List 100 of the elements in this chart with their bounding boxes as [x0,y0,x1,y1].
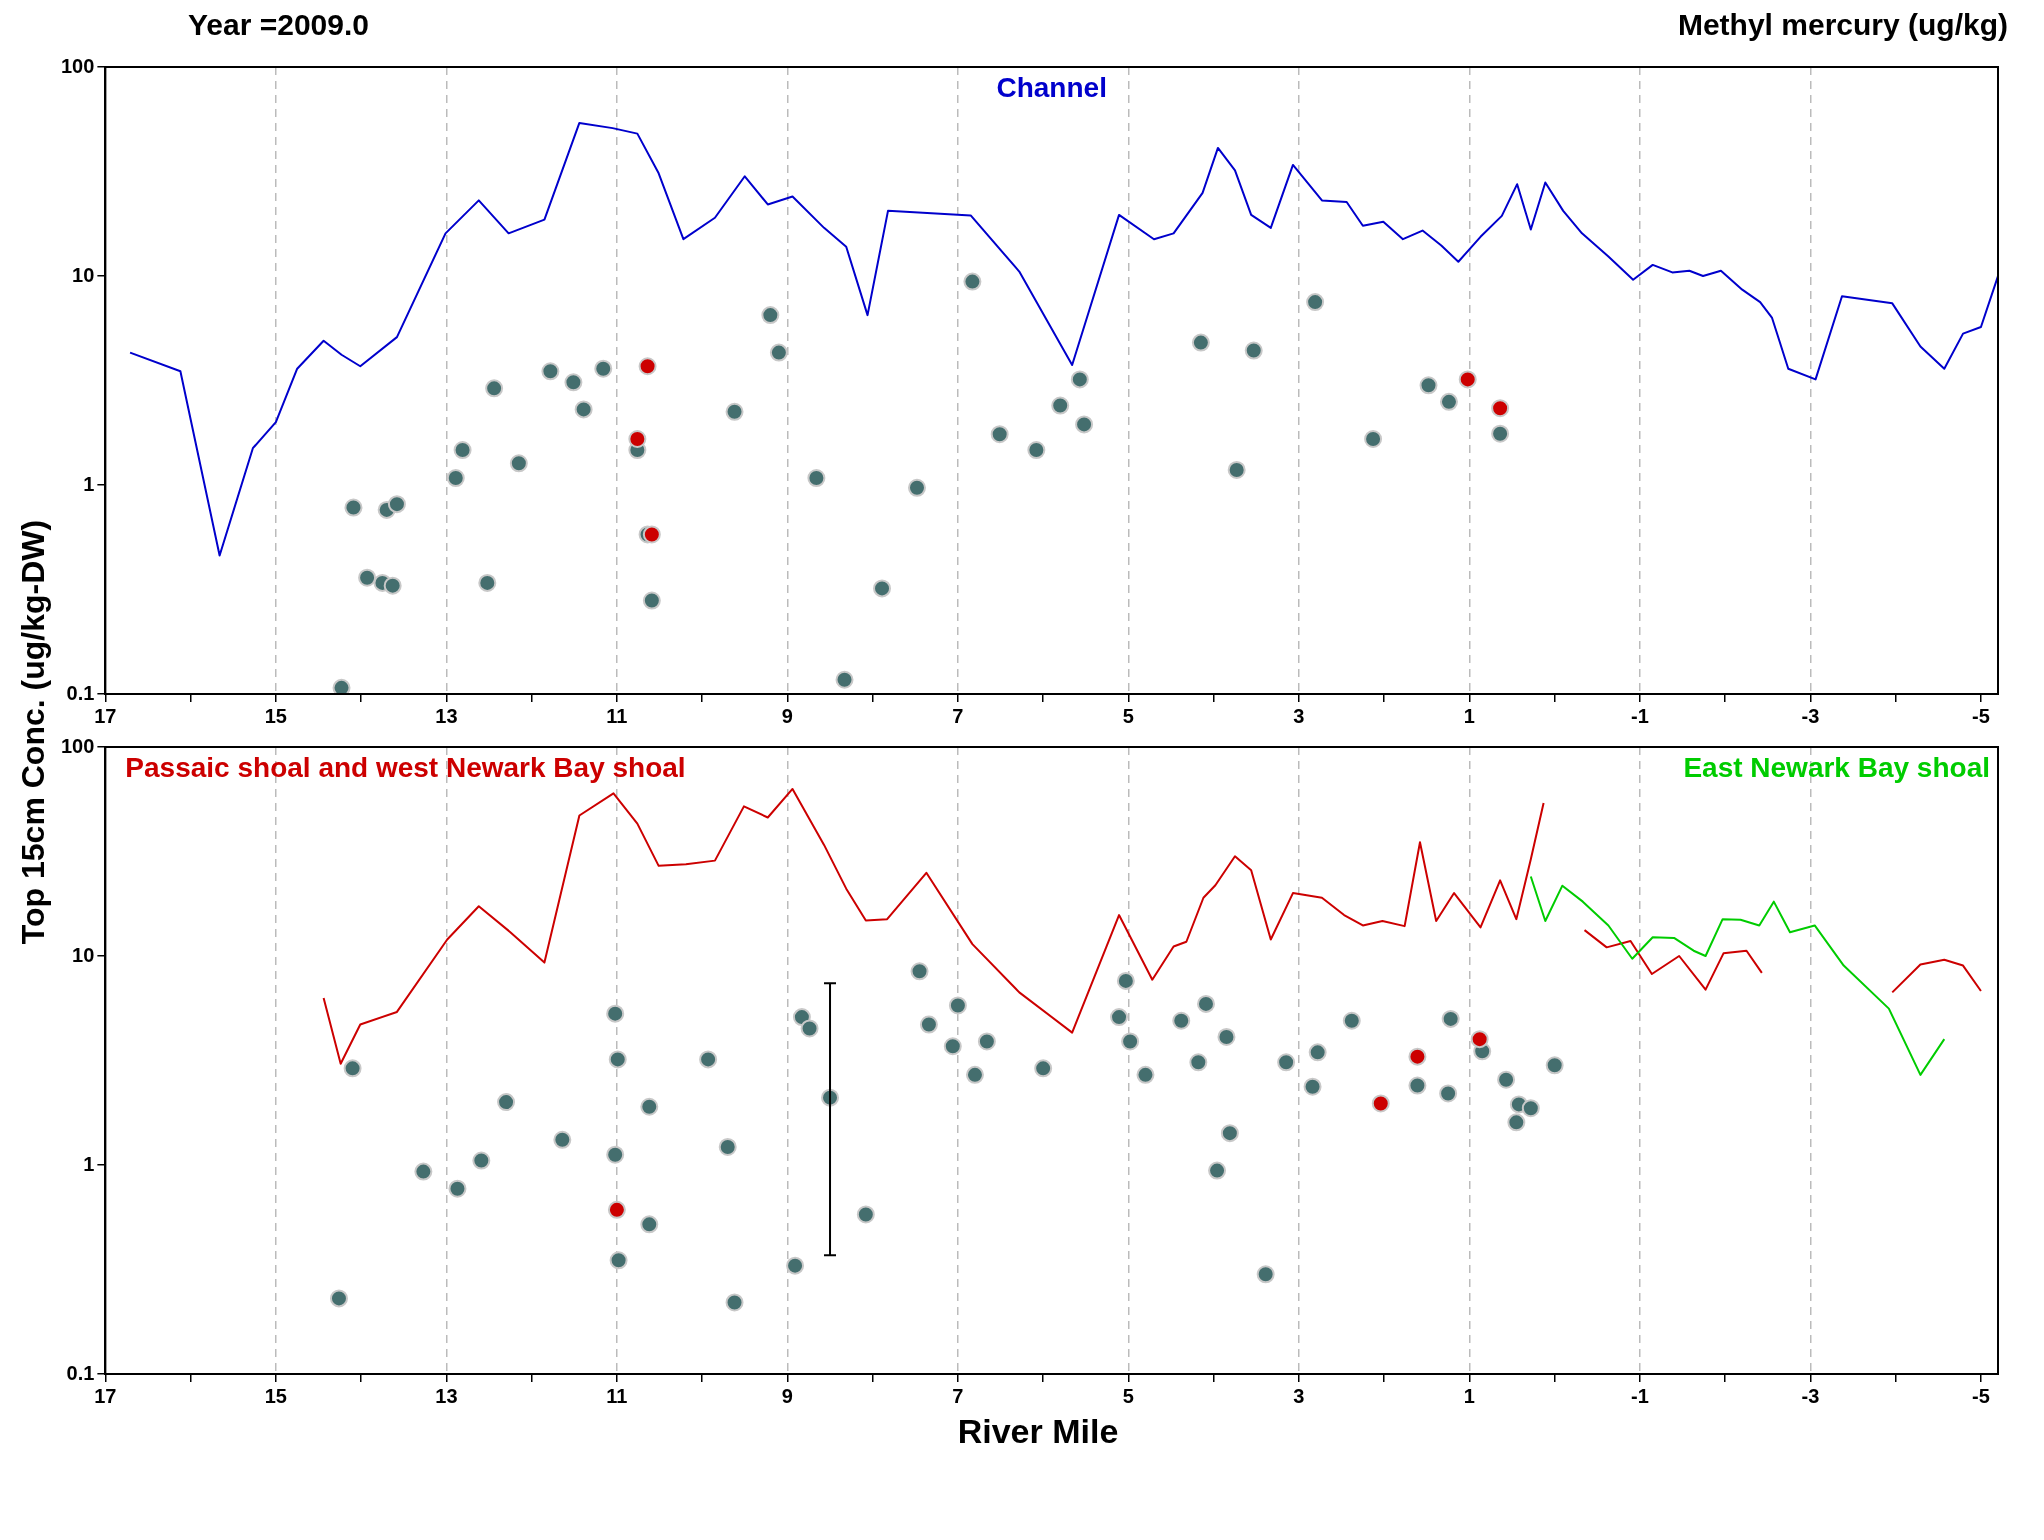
point [608,1050,627,1069]
chart-title: Year =2009.0 [188,8,370,43]
point [786,1256,805,1275]
y-tick-label: 100 [60,54,95,77]
point [640,1215,659,1234]
point [497,1093,516,1112]
y-tick-label: 10 [72,263,95,286]
point [564,373,583,392]
y-tick-label: 10 [72,943,95,966]
point [1051,396,1070,415]
point [448,1179,467,1198]
point [478,573,497,592]
point [541,362,560,381]
y-tick-label: 0.1 [66,681,95,704]
point [1545,1056,1564,1075]
point [1408,1047,1427,1066]
point [1244,341,1263,360]
x-tick-label: 13 [435,704,458,727]
point [453,441,472,460]
point [1110,1008,1129,1027]
point [1306,293,1325,312]
point [594,359,613,378]
point [1172,1011,1191,1030]
point [1439,392,1458,411]
point [509,454,528,473]
point [1256,1265,1275,1284]
point [1408,1076,1427,1095]
x-tick-label: 11 [606,704,628,727]
point [387,495,406,514]
point [1419,376,1438,395]
point [446,469,465,488]
x-tick-label: 7 [952,704,964,727]
point [1439,1084,1458,1103]
point [344,498,363,517]
point [414,1162,433,1181]
point [1034,1059,1053,1078]
y-tick-label: 100 [60,734,95,757]
text: Channel [996,71,1107,103]
point [699,1050,718,1069]
point [1364,430,1383,448]
point [642,591,661,610]
point [332,678,351,694]
point [769,343,788,362]
point [609,1251,628,1270]
point [1191,333,1210,352]
x-tick-label: -5 [1972,1384,1990,1407]
point [919,1015,938,1034]
x-tick-label: 15 [264,1384,287,1407]
point [1521,1099,1540,1118]
point [1227,460,1246,479]
x-tick-label: 13 [435,1384,458,1407]
x-tick-label: -3 [1801,704,1820,727]
point [343,1059,362,1078]
point [1277,1053,1296,1072]
x-tick-label: -3 [1801,1384,1820,1407]
y-tick-label: 0.1 [66,1361,95,1384]
point [553,1130,572,1149]
point [800,1019,819,1038]
x-tick-label: 5 [1122,1384,1134,1407]
y-tick-label: 1 [83,1152,95,1175]
x-tick-label: 15 [264,704,287,727]
point [807,469,826,488]
point [1196,994,1215,1013]
x-tick-label: 7 [952,1384,964,1407]
point [485,379,504,398]
x-tick-label: 9 [781,1384,793,1407]
point [1441,1009,1460,1028]
point [1027,441,1046,460]
point [607,1200,626,1219]
point [1220,1124,1239,1143]
point [1470,1030,1489,1049]
point [943,1037,962,1056]
y-tick-label: 1 [83,472,95,495]
point [1217,1027,1236,1046]
x-tick-label: 1 [1463,704,1475,727]
point [1121,1032,1140,1051]
x-tick-label: -5 [1972,704,1990,727]
point [963,272,982,291]
point [725,1293,744,1312]
y-axis-title: Top 15cm Conc. (ug/kg-DW) [14,519,52,945]
point [1491,424,1510,443]
point [965,1065,984,1084]
point [640,1097,659,1116]
point [1303,1077,1322,1096]
chart-subtitle: Methyl mercury (ug/kg) [1677,8,2008,43]
point [835,670,854,689]
x-tick-label: 11 [606,1384,628,1407]
point [910,962,929,981]
point [1116,971,1135,990]
point [1070,370,1089,389]
text: East Newark Bay shoal [1683,751,1990,783]
point [1189,1053,1208,1072]
x-tick-label: 5 [1122,704,1134,727]
point [638,357,657,376]
point [1208,1161,1227,1180]
point [1458,370,1477,389]
point [1342,1011,1361,1030]
x-tick-label: -1 [1631,704,1649,727]
point [725,402,744,421]
point [718,1137,737,1156]
